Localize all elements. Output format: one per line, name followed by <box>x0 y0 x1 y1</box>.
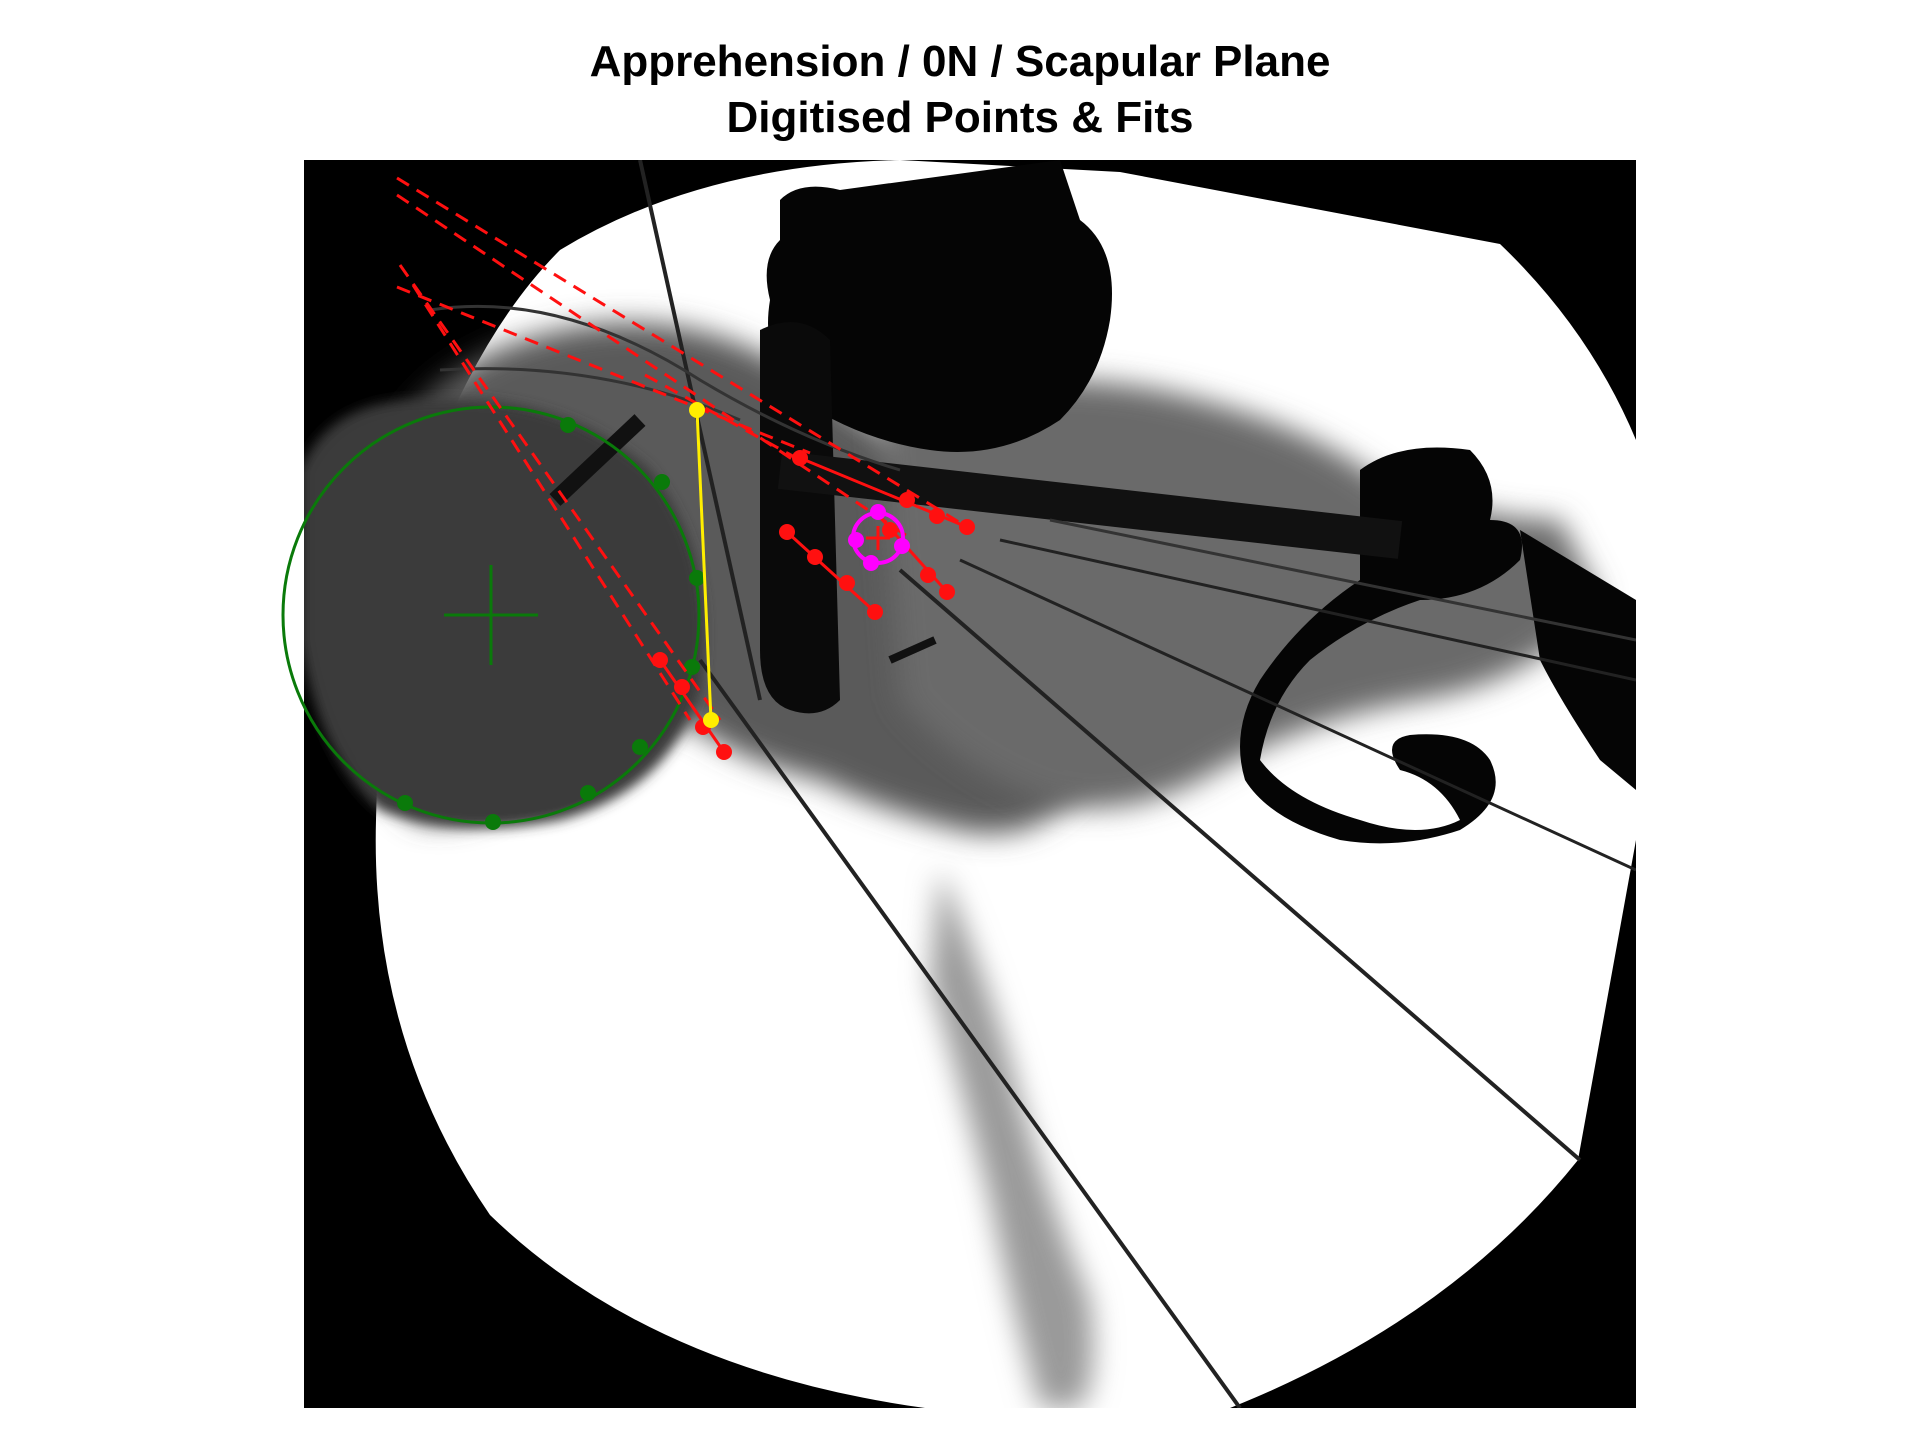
humeral-head-points <box>397 417 705 830</box>
rim-point <box>920 567 936 583</box>
rim-point <box>929 508 945 524</box>
wire-4 <box>959 558 1636 872</box>
hh-point <box>580 785 596 801</box>
wire-1 <box>638 160 762 701</box>
rim-point <box>882 522 898 538</box>
hh-point <box>689 570 705 586</box>
crosshair-icon <box>444 565 538 665</box>
marker-point <box>870 504 886 520</box>
rim-point <box>959 519 975 535</box>
clamp-upper <box>766 160 1112 452</box>
rim-point <box>674 679 690 695</box>
spine-shadow <box>930 870 1094 1408</box>
hh-point <box>684 659 700 675</box>
marker-fit <box>848 504 910 571</box>
rim-point <box>652 652 668 668</box>
rim-point <box>839 575 855 591</box>
rim-point <box>807 549 823 565</box>
clamp-lower-left <box>760 322 840 714</box>
marker-point <box>894 538 910 554</box>
title-line-1: Apprehension / 0N / Scapular Plane <box>589 37 1331 86</box>
wire-7 <box>429 304 901 472</box>
humeral-head-shadow <box>304 398 705 828</box>
rim-point <box>867 604 883 620</box>
marker-crosshair-icon <box>866 526 890 550</box>
marker-point <box>848 532 864 548</box>
title-line-2: Digitised Points & Fits <box>726 93 1194 142</box>
glenoid-line-extensions <box>396 176 968 721</box>
axis-endpoint-bottom <box>703 712 719 728</box>
figure-title: Apprehension / 0N / Scapular Plane Digit… <box>0 34 1920 146</box>
rod-horizontal <box>777 451 1403 559</box>
clamp-arm <box>1520 530 1636 790</box>
wire-3 <box>898 568 1582 1162</box>
hh-point <box>560 417 576 433</box>
hh-point <box>632 739 648 755</box>
hh-point <box>654 474 670 490</box>
hh-point <box>485 814 501 830</box>
screw <box>549 414 646 506</box>
wire-2 <box>698 658 1242 1408</box>
pin-small <box>888 636 937 664</box>
rim-point <box>779 524 795 540</box>
rim-point <box>899 492 915 508</box>
marker-point <box>863 555 879 571</box>
glenoid-rim-points <box>652 450 975 760</box>
glenoid-axis <box>689 402 719 728</box>
hh-point <box>397 795 413 811</box>
rim-point <box>939 584 955 600</box>
rim-point <box>792 450 808 466</box>
clamp-right <box>1240 447 1522 844</box>
axis-endpoint-top <box>689 402 705 418</box>
wire-6 <box>1049 518 1636 642</box>
rim-point <box>716 744 732 760</box>
wire-5 <box>999 538 1636 682</box>
radiograph <box>304 160 1636 1408</box>
